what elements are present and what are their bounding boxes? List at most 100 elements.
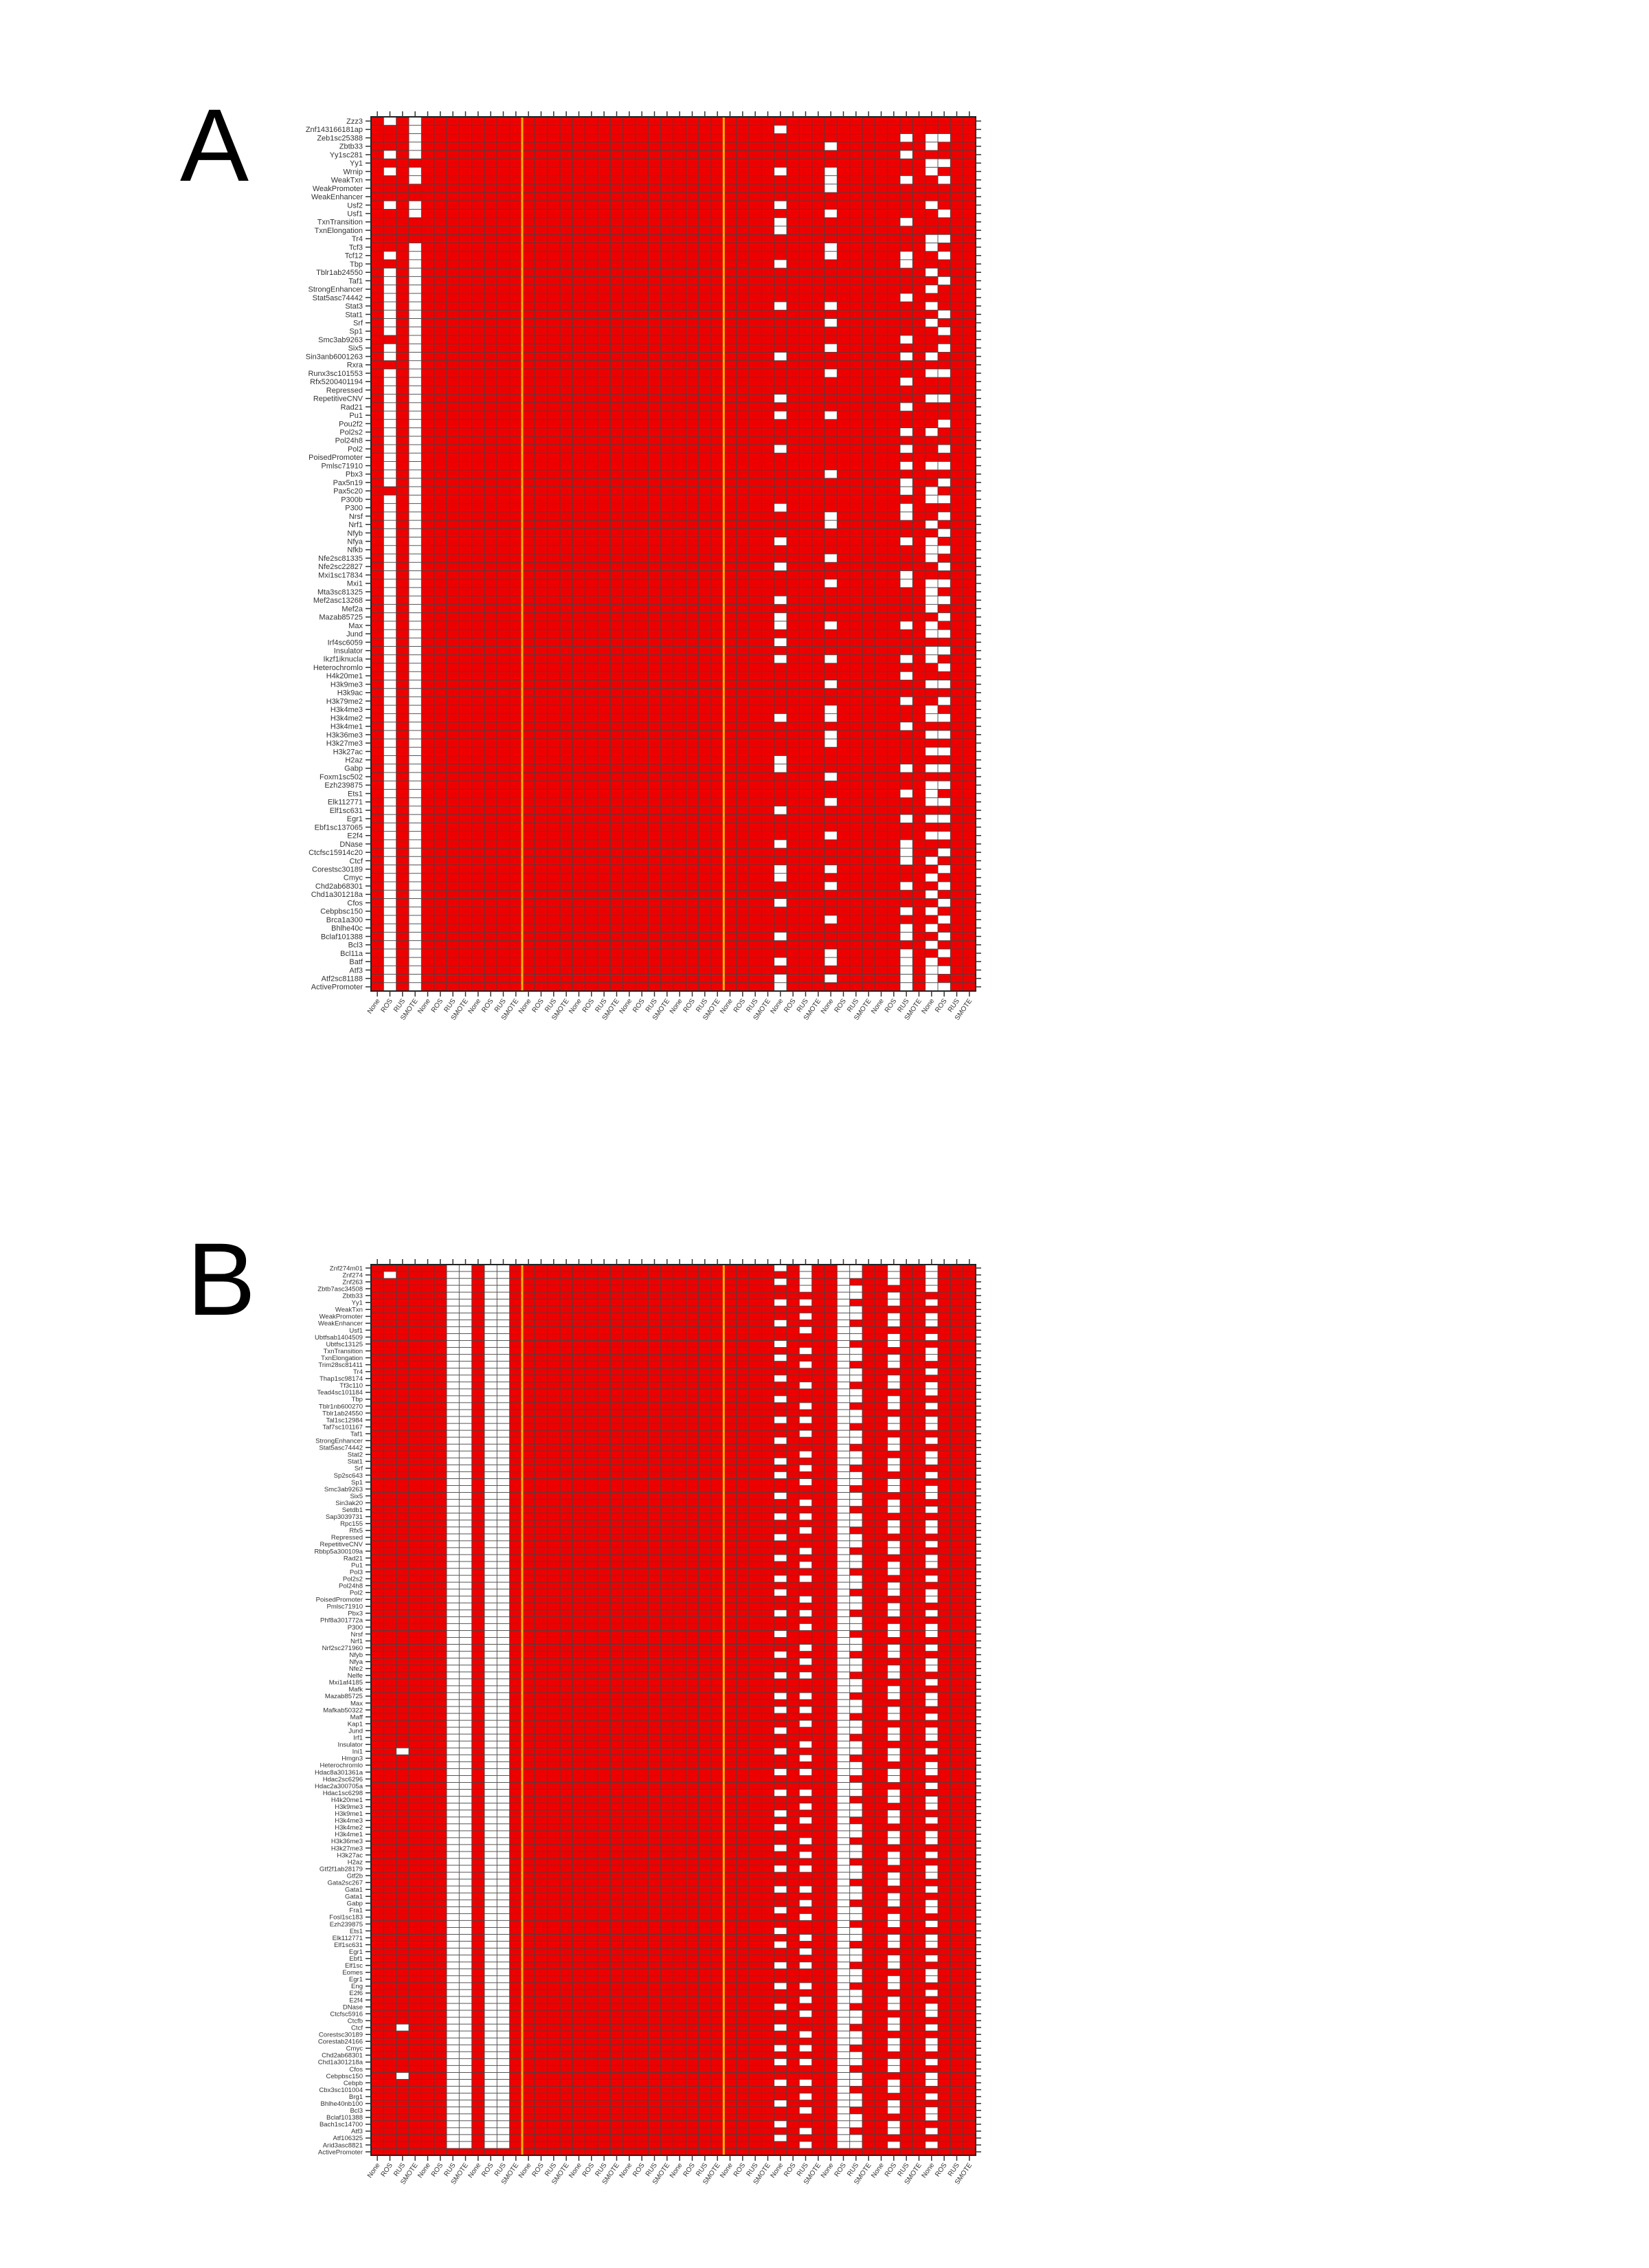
row-label: Nrsf — [349, 513, 363, 521]
row-label: Sap3039731 — [326, 1513, 363, 1521]
heatmap-cell-absent — [925, 1699, 938, 1706]
heatmap-cell-absent — [459, 2045, 472, 2052]
heatmap-cell-absent — [799, 1934, 812, 1942]
row-label: H4k20me1 — [326, 672, 363, 680]
heatmap-cell-absent — [459, 1741, 472, 1748]
heatmap-cell-absent — [925, 1589, 938, 1597]
heatmap-cell-absent — [774, 1416, 787, 1424]
row-label: Sp1 — [351, 1479, 363, 1487]
heatmap-cell-absent — [774, 654, 787, 663]
heatmap-cell-absent — [484, 1561, 497, 1569]
heatmap-cell-absent — [799, 1278, 812, 1286]
heatmap-cell-absent — [409, 167, 422, 176]
heatmap-cell-absent — [837, 1755, 850, 1762]
row-label: Egr1 — [349, 1948, 363, 1956]
heatmap-cell-absent — [459, 2031, 472, 2038]
heatmap-cell-absent — [497, 1941, 510, 1948]
heatmap-cell-absent — [409, 251, 422, 260]
heatmap-cell-absent — [925, 1402, 938, 1410]
heatmap-cell-absent — [837, 1651, 850, 1658]
heatmap-cell-absent — [497, 2134, 510, 2142]
heatmap-cell-absent — [497, 1768, 510, 1776]
heatmap-cell-absent — [447, 1292, 460, 1300]
heatmap-cell-absent — [383, 511, 396, 521]
heatmap-cell-absent — [447, 2100, 460, 2107]
heatmap-cell-absent — [409, 612, 422, 621]
heatmap-cell-absent — [409, 411, 422, 420]
heatmap-cell-absent — [837, 1699, 850, 1706]
heatmap-cell-absent — [383, 755, 396, 764]
heatmap-cell-absent — [484, 1844, 497, 1852]
heatmap-cell-absent — [799, 2079, 812, 2087]
heatmap-cell-absent — [484, 1423, 497, 1431]
heatmap-cell-absent — [938, 562, 951, 571]
row-label: Sin3anb6001263 — [306, 353, 363, 361]
heatmap-cell-absent — [824, 175, 838, 184]
heatmap-cell-absent — [484, 1830, 497, 1838]
heatmap-cell-absent — [497, 1610, 510, 1617]
heatmap-cell-absent — [484, 1920, 497, 1928]
heatmap-cell-absent — [484, 1893, 497, 1900]
heatmap-cell-absent — [497, 1713, 510, 1721]
heatmap-cell-absent — [774, 596, 787, 605]
row-label: Mef2asc13268 — [313, 597, 363, 605]
heatmap-cell-absent — [849, 1830, 862, 1838]
row-label: Insulator — [334, 647, 363, 656]
row-label: P300 — [348, 1624, 363, 1632]
heatmap-cell-absent — [799, 1886, 812, 1893]
heatmap-cell-absent — [383, 764, 396, 772]
heatmap-cell-absent — [497, 1644, 510, 1652]
heatmap-cell-absent — [837, 1768, 850, 1776]
heatmap-cell-absent — [837, 1554, 850, 1561]
heatmap-cell-absent — [409, 932, 422, 941]
heatmap-cell-absent — [484, 1665, 497, 1672]
heatmap-cell-absent — [837, 1444, 850, 1452]
heatmap-cell-absent — [887, 1547, 900, 1555]
heatmap-cell-absent — [383, 545, 396, 554]
row-label: Egr1 — [347, 815, 363, 823]
heatmap-cell-absent — [409, 335, 422, 344]
heatmap-cell-absent — [497, 1458, 510, 1465]
heatmap-cell-absent — [459, 1361, 472, 1368]
heatmap-cell-absent — [497, 1554, 510, 1561]
heatmap-cell-absent — [497, 1996, 510, 2003]
heatmap-cell-absent — [409, 344, 422, 353]
heatmap-cell-absent — [849, 1741, 862, 1748]
heatmap-cell-absent — [497, 2106, 510, 2114]
heatmap-cell-absent — [774, 1375, 787, 1382]
row-label: Hdac2a300705a — [315, 1783, 363, 1790]
heatmap-cell-absent — [383, 805, 396, 815]
heatmap-cell-absent — [459, 1755, 472, 1762]
heatmap-cell-absent — [409, 915, 422, 924]
heatmap-cell-absent — [925, 764, 938, 772]
heatmap-cell-absent — [925, 705, 938, 714]
heatmap-cell-absent — [774, 1395, 787, 1403]
heatmap-cell-absent — [849, 2134, 862, 2142]
heatmap-cell-absent — [849, 2120, 862, 2128]
heatmap-cell-absent — [484, 1782, 497, 1790]
heatmap-cell-absent — [497, 2045, 510, 2052]
heatmap-cell-absent — [887, 1961, 900, 1969]
heatmap-cell-absent — [887, 1837, 900, 1845]
heatmap-cell-absent — [459, 2072, 472, 2080]
heatmap-cell-absent — [900, 671, 913, 680]
row-label: Pbx3 — [346, 471, 363, 479]
heatmap-cell-absent — [383, 831, 396, 840]
heatmap-cell-absent — [484, 2127, 497, 2135]
heatmap-cell-absent — [837, 2093, 850, 2100]
heatmap-cell-absent — [383, 529, 396, 537]
heatmap-cell-absent — [447, 1320, 460, 1327]
heatmap-cell-absent — [409, 209, 422, 218]
row-label: Pmlsc71910 — [321, 462, 363, 470]
heatmap-cell-absent — [837, 1968, 850, 1976]
heatmap-cell-absent — [938, 680, 951, 689]
heatmap-cell-absent — [774, 1886, 787, 1893]
heatmap-cell-absent — [887, 2038, 900, 2045]
heatmap-cell-absent — [925, 1554, 938, 1561]
heatmap-cell-absent — [409, 436, 422, 445]
heatmap-cell-absent — [837, 1451, 850, 1458]
heatmap-cell-absent — [887, 1582, 900, 1590]
heatmap-cell-absent — [938, 344, 951, 353]
heatmap-cell-absent — [887, 2024, 900, 2032]
heatmap-cell-absent — [938, 982, 951, 991]
